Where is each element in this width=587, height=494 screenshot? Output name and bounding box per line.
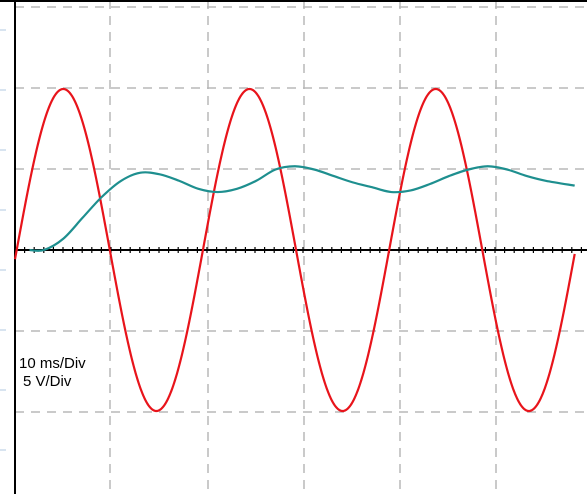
red-sine-trace [13,87,576,413]
voltage-scale-label: 5 V/Div [23,373,72,390]
teal-trace [29,165,575,252]
traces [13,87,576,413]
time-scale-label: 10 ms/Div [19,355,86,372]
axis-ticks [14,247,583,253]
